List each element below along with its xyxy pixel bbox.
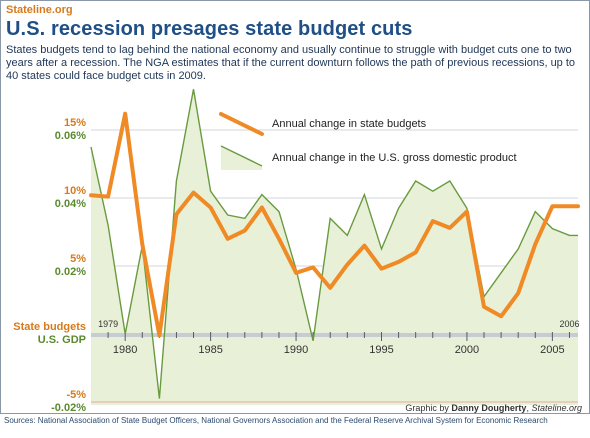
gdp-line — [90, 89, 578, 399]
legend-budget-label: Annual change in state budgets — [272, 118, 427, 130]
budget-tick-label: 10% — [64, 185, 86, 197]
gdp-tick-label: -0.02% — [51, 402, 86, 414]
x-tick-label: 1985 — [198, 344, 222, 356]
sources-note: Sources: National Association of State B… — [4, 416, 548, 425]
gdp-area — [91, 89, 578, 405]
gdp-axis-title: U.S. GDP — [38, 334, 86, 346]
legend-gdp-swatch — [220, 145, 263, 167]
legend-budget-swatch — [219, 112, 264, 136]
site-label: Stateline.org — [6, 4, 73, 16]
start-year-label: 1979 — [98, 319, 118, 329]
graphic-credit: Graphic by Danny Dougherty, Stateline.or… — [405, 403, 582, 413]
chart-title: U.S. recession presages state budget cut… — [6, 18, 413, 40]
x-tick-label: 1990 — [284, 344, 308, 356]
x-tick-label: 2000 — [455, 344, 479, 356]
x-tick-label: 1980 — [113, 344, 137, 356]
legend-gdp-fill — [221, 146, 262, 170]
x-axis-band — [91, 333, 578, 337]
budget-axis-title: State budgets — [13, 321, 86, 333]
legend-gdp-label: Annual change in the U.S. gross domestic… — [272, 152, 517, 164]
credit-prefix: Graphic by — [405, 403, 449, 413]
chart-description: States budgets tend to lag behind the na… — [6, 44, 576, 82]
budget-tick-label: 5% — [70, 253, 86, 265]
gdp-tick-label: 0.06% — [55, 130, 86, 142]
x-tick-label: 1995 — [369, 344, 393, 356]
budget-line — [89, 111, 580, 338]
budget-tick-label: -5% — [66, 389, 86, 401]
credit-source: Stateline.org — [531, 403, 582, 413]
gdp-tick-label: 0.04% — [55, 198, 86, 210]
gdp-tick-label: 0.02% — [55, 266, 86, 278]
x-tick-label: 2005 — [540, 344, 564, 356]
credit-author: Danny Dougherty — [451, 403, 527, 413]
budget-tick-label: 15% — [64, 117, 86, 129]
end-year-label: 2006 — [559, 319, 579, 329]
